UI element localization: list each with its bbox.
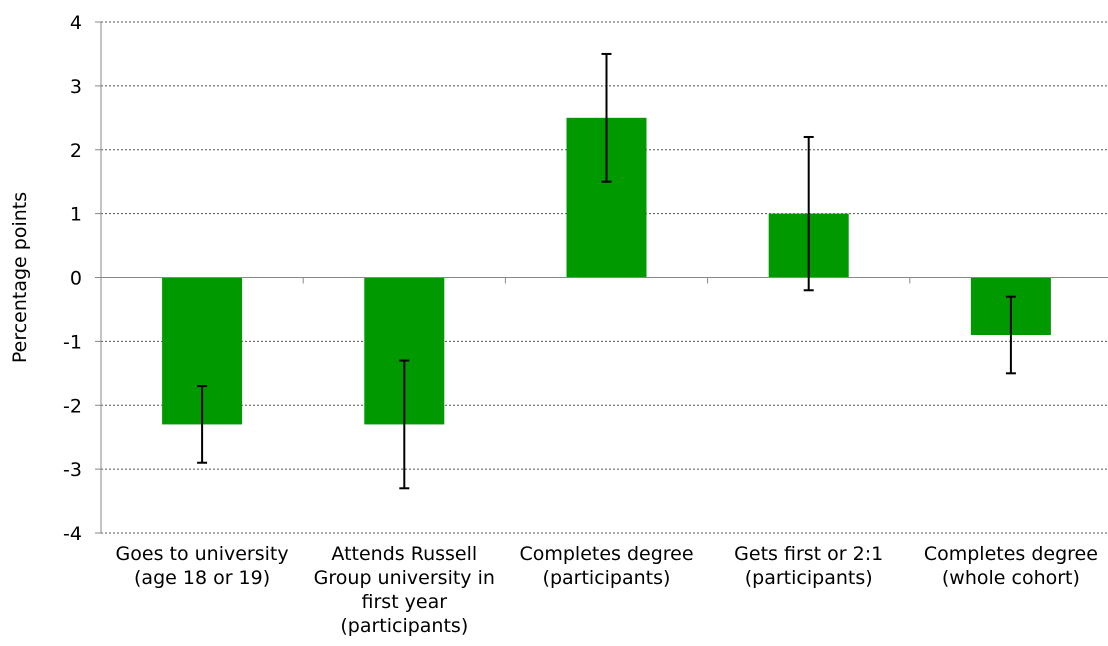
x-category-label: (participants) bbox=[543, 567, 671, 589]
y-tick-label: 3 bbox=[70, 76, 82, 98]
y-tick-label: 1 bbox=[70, 204, 82, 226]
x-category-label: Completes degree bbox=[924, 543, 1098, 565]
y-tick-label: 4 bbox=[70, 12, 82, 34]
x-category-label: (whole cohort) bbox=[942, 567, 1080, 589]
x-category-label: Completes degree bbox=[519, 543, 693, 565]
y-tick-label: 2 bbox=[70, 140, 82, 162]
y-tick-label: -4 bbox=[63, 523, 82, 545]
x-category-label: Goes to university bbox=[116, 543, 289, 565]
y-axis-label: Percentage points bbox=[9, 192, 31, 363]
y-tick-label: -1 bbox=[63, 331, 82, 353]
x-category-label: (age 18 or 19) bbox=[134, 567, 270, 589]
x-category-label: (participants) bbox=[745, 567, 873, 589]
x-category-label: Group university in bbox=[314, 567, 495, 589]
y-tick-label: 0 bbox=[70, 268, 82, 290]
x-category-label: Gets first or 2:1 bbox=[734, 543, 883, 565]
y-tick-label: -3 bbox=[63, 459, 82, 481]
x-category-label: first year bbox=[362, 591, 448, 613]
x-category-label: (participants) bbox=[340, 615, 468, 637]
y-tick-label: -2 bbox=[63, 395, 82, 417]
x-category-label: Attends Russell bbox=[331, 543, 477, 565]
